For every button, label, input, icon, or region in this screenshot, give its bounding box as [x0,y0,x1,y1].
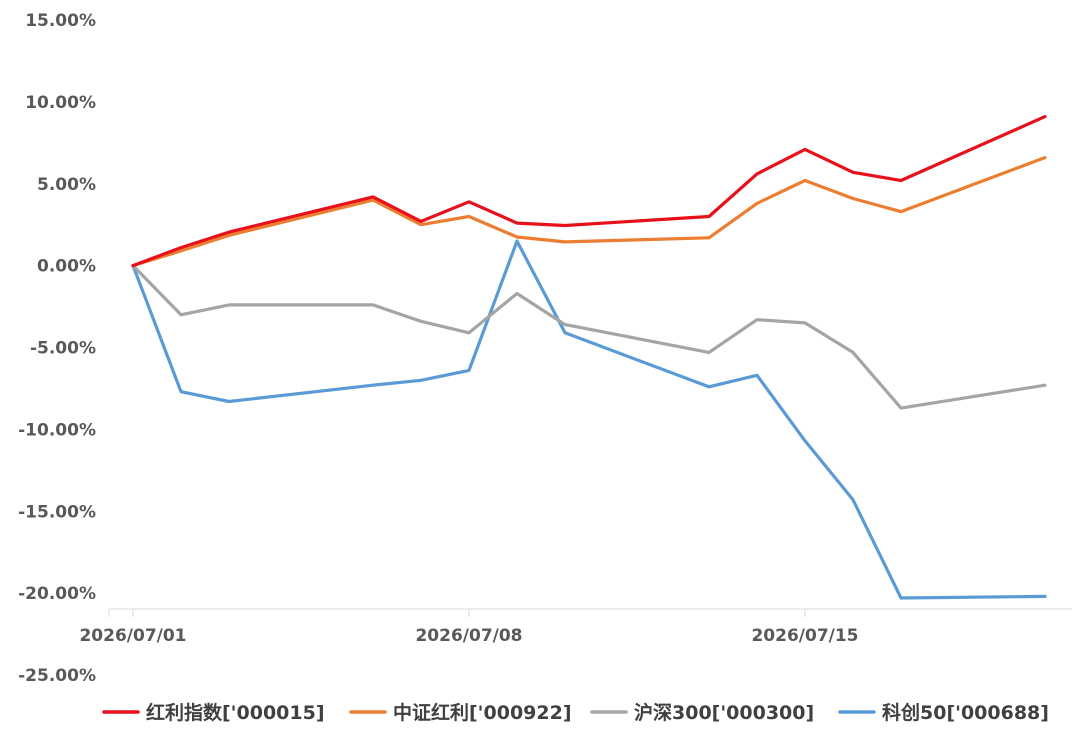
x-tick-label: 2026/07/01 [79,626,186,646]
y-tick-label: 10.00% [25,93,96,113]
y-tick-label: -15.00% [18,502,96,522]
y-tick-label: -5.00% [30,339,96,359]
legend-item: 红利指数['000015] [102,701,325,724]
y-tick-label: 15.00% [25,11,96,31]
x-tick-label: 2026/07/08 [415,626,522,646]
series-lines [131,114,1047,600]
legend-label: 沪深300['000300] [634,701,814,724]
y-tick-label: -25.00% [18,666,96,686]
y-axis-tick-labels: 15.00% 10.00% 5.00% 0.00% -5.00% -10.00% -15.0… [18,11,96,686]
legend: 红利指数['000015] 中证红利['000922] 沪深300['000300]… [102,701,1049,724]
y-tick-label: -10.00% [18,420,96,440]
x-tick-label: 2026/07/15 [751,626,858,646]
legend-label: 中证红利['000922] [393,701,572,724]
legend-item: 沪深300['000300] [590,701,814,724]
legend-item: 科创50['000688] [838,701,1049,724]
series-line [131,264,1047,410]
y-tick-label: 0.00% [37,257,96,277]
x-axis: 2026/07/01 2026/07/08 2026/07/15 [79,609,859,646]
legend-label: 科创50['000688] [882,701,1049,724]
series-line [131,156,1047,268]
legend-label: 红利指数['000015] [146,701,325,724]
series-line [131,114,1047,268]
series-line [131,239,1047,600]
legend-item: 中证红利['000922] [349,701,572,724]
y-tick-label: 5.00% [37,175,96,195]
y-tick-label: -20.00% [18,584,96,604]
